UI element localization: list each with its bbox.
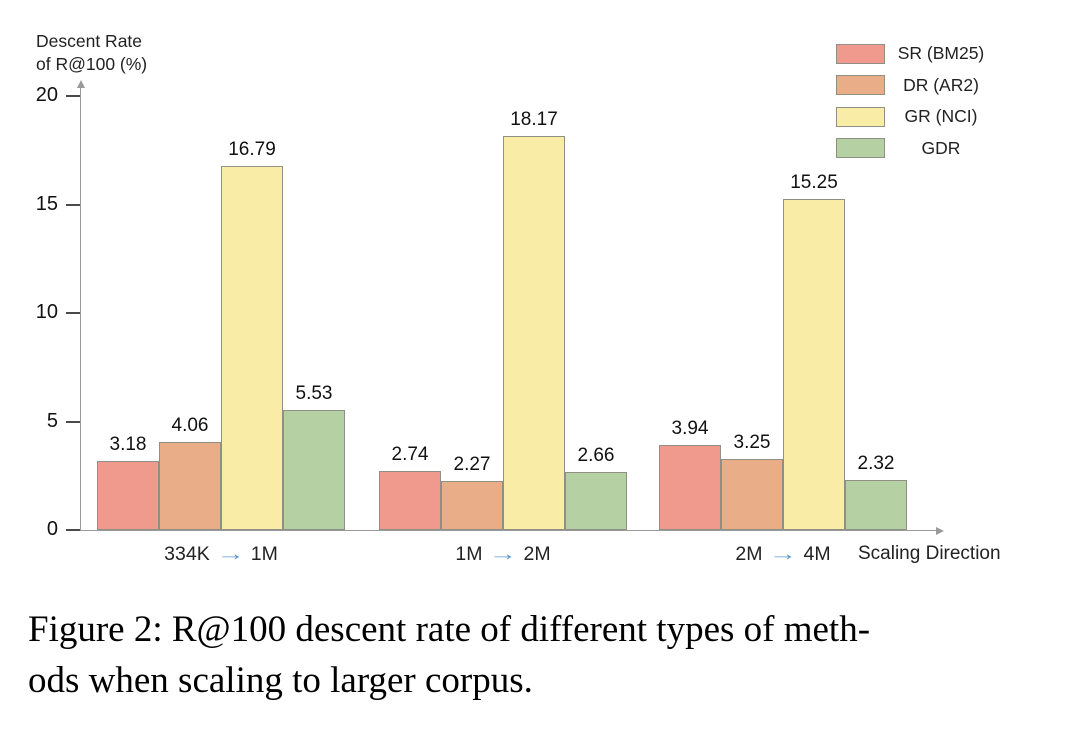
bar-value-label: 15.25: [790, 172, 838, 193]
x-category-label: 2M → 4M: [735, 543, 830, 566]
bar: [565, 472, 627, 530]
x-axis-title: Scaling Direction: [858, 543, 1001, 564]
y-axis-title: Descent Rate of R@100 (%): [36, 30, 147, 76]
category-from: 2M: [735, 543, 763, 565]
y-axis-line: [80, 88, 81, 530]
legend-label: GR (NCI): [904, 106, 978, 126]
bar: [159, 442, 221, 530]
legend-swatch: [836, 75, 885, 95]
bar: [97, 461, 159, 530]
y-axis-title-line2: of R@100 (%): [36, 54, 148, 74]
bar-value-label: 3.25: [733, 432, 771, 453]
bar-value-label: 2.66: [577, 445, 615, 466]
category-to: 1M: [250, 543, 278, 565]
bar: [503, 136, 565, 530]
bar-chart: Descent Rate of R@100 (%) Scaling Direct…: [35, 30, 1001, 566]
right-arrow-icon: →: [215, 544, 245, 565]
bar-value-label: 16.79: [228, 139, 276, 160]
category-from: 334K: [164, 543, 210, 565]
bar-value-label: 5.53: [295, 383, 333, 404]
y-tick-label: 10: [35, 301, 58, 323]
bar: [221, 166, 283, 530]
bar-value-label: 3.18: [109, 434, 147, 455]
bar: [721, 459, 783, 530]
legend-item: GR (NCI): [836, 106, 997, 127]
legend-label: DR (AR2): [903, 74, 979, 95]
figure-caption-line2: ods when scaling to larger corpus.: [28, 660, 533, 701]
category-to: 4M: [803, 543, 831, 565]
y-tick-label: 20: [35, 84, 58, 106]
y-axis-title-line1: Descent Rate: [36, 31, 143, 51]
legend-swatch: [836, 138, 885, 158]
category-from: 1M: [455, 543, 483, 565]
legend-item: GDR: [836, 138, 997, 159]
y-tick-label: 0: [46, 518, 58, 540]
y-tick-mark: [66, 203, 80, 206]
x-category-label: 1M → 2M: [455, 543, 550, 566]
bar: [441, 481, 503, 530]
bar: [659, 445, 721, 530]
category-to: 2M: [523, 543, 551, 565]
legend-label: SR (BM25): [897, 43, 985, 63]
legend-swatch: [836, 106, 885, 127]
y-tick-mark: [66, 312, 80, 314]
legend-label: GDR: [921, 137, 961, 158]
bar-value-label: 18.17: [510, 109, 558, 130]
legend-swatch: [836, 43, 885, 64]
bar-value-label: 2.32: [857, 453, 895, 474]
x-axis-line: [80, 530, 938, 531]
bar: [845, 480, 907, 530]
figure-caption: Figure 2: R@100 descent rate of differen…: [28, 604, 1068, 706]
y-axis-arrow-icon: [77, 80, 85, 88]
legend-item: SR (BM25): [836, 43, 997, 64]
y-tick-mark: [66, 420, 80, 423]
bar-value-label: 4.06: [171, 415, 209, 436]
figure-caption-line1: Figure 2: R@100 descent rate of differen…: [28, 609, 871, 650]
right-arrow-icon: →: [488, 544, 518, 565]
bar: [783, 199, 845, 530]
right-arrow-icon: →: [768, 544, 798, 565]
y-tick-mark: [66, 529, 80, 531]
bar: [283, 410, 345, 530]
bar: [379, 471, 441, 530]
bar-value-label: 3.94: [671, 418, 709, 439]
legend-item: DR (AR2): [836, 75, 997, 96]
y-tick-label: 15: [35, 192, 58, 215]
y-tick-label: 5: [46, 409, 58, 432]
bar-value-label: 2.74: [391, 444, 429, 465]
x-category-label: 334K → 1M: [164, 543, 278, 566]
y-tick-mark: [66, 95, 80, 97]
x-axis-arrow-icon: [936, 526, 944, 535]
bar-value-label: 2.27: [453, 454, 491, 475]
